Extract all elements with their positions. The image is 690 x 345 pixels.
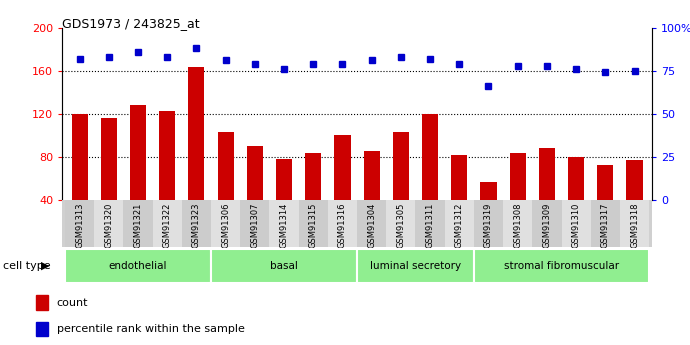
Text: GDS1973 / 243825_at: GDS1973 / 243825_at <box>62 17 199 30</box>
Text: GSM91322: GSM91322 <box>163 203 172 248</box>
Bar <box>240 200 270 247</box>
Bar <box>422 114 438 200</box>
Bar <box>152 200 182 247</box>
Bar <box>562 200 591 247</box>
Bar <box>159 111 175 200</box>
Text: ▶: ▶ <box>41 261 50 270</box>
Text: GSM91312: GSM91312 <box>455 203 464 248</box>
Bar <box>591 200 620 247</box>
Bar <box>451 155 467 200</box>
Bar <box>65 200 95 247</box>
Bar <box>627 160 642 200</box>
Bar <box>510 152 526 200</box>
Bar <box>247 146 263 200</box>
Text: percentile rank within the sample: percentile rank within the sample <box>57 324 244 334</box>
Bar <box>474 248 649 283</box>
Bar <box>270 200 299 247</box>
Text: luminal secretory: luminal secretory <box>370 261 461 270</box>
Bar <box>568 157 584 200</box>
Bar <box>474 200 503 247</box>
Bar <box>539 148 555 200</box>
Bar <box>65 248 211 283</box>
Bar <box>532 200 562 247</box>
Bar <box>480 182 497 200</box>
Bar <box>72 114 88 200</box>
Bar <box>101 118 117 200</box>
Text: GSM91310: GSM91310 <box>571 203 580 248</box>
Text: count: count <box>57 298 88 308</box>
Bar <box>444 200 474 247</box>
Text: GSM91318: GSM91318 <box>630 203 639 248</box>
Text: GSM91308: GSM91308 <box>513 203 522 248</box>
Text: GSM91316: GSM91316 <box>338 203 347 248</box>
Bar <box>130 105 146 200</box>
Text: endothelial: endothelial <box>109 261 167 270</box>
Bar <box>276 159 292 200</box>
Bar <box>503 200 532 247</box>
Text: GSM91307: GSM91307 <box>250 203 259 248</box>
Text: GSM91315: GSM91315 <box>308 203 318 248</box>
Bar <box>328 200 357 247</box>
Text: GSM91305: GSM91305 <box>396 203 406 248</box>
Bar <box>299 200 328 247</box>
Text: GSM91309: GSM91309 <box>542 203 551 248</box>
Bar <box>217 132 234 200</box>
Bar <box>357 248 474 283</box>
Bar <box>36 322 48 336</box>
Bar <box>182 200 211 247</box>
Text: stromal fibromuscular: stromal fibromuscular <box>504 261 619 270</box>
Text: GSM91311: GSM91311 <box>426 203 435 248</box>
Text: basal: basal <box>270 261 298 270</box>
Bar <box>364 150 380 200</box>
Bar <box>36 295 48 310</box>
Text: GSM91313: GSM91313 <box>75 203 84 248</box>
Bar <box>211 200 240 247</box>
Text: GSM91319: GSM91319 <box>484 203 493 248</box>
Text: cell type: cell type <box>3 261 51 270</box>
Bar <box>620 200 649 247</box>
Text: GSM91320: GSM91320 <box>104 203 113 248</box>
Bar <box>393 132 409 200</box>
Bar <box>305 152 322 200</box>
Text: GSM91306: GSM91306 <box>221 203 230 248</box>
Bar <box>188 68 204 200</box>
Bar <box>95 200 124 247</box>
Bar <box>357 200 386 247</box>
Bar <box>124 200 152 247</box>
Text: GSM91304: GSM91304 <box>367 203 376 248</box>
Bar <box>211 248 357 283</box>
Text: GSM91317: GSM91317 <box>601 203 610 248</box>
Text: GSM91321: GSM91321 <box>134 203 143 248</box>
Bar <box>335 136 351 200</box>
Bar <box>598 165 613 200</box>
Bar <box>386 200 415 247</box>
Text: GSM91314: GSM91314 <box>279 203 288 248</box>
Text: GSM91323: GSM91323 <box>192 203 201 248</box>
Bar <box>415 200 444 247</box>
